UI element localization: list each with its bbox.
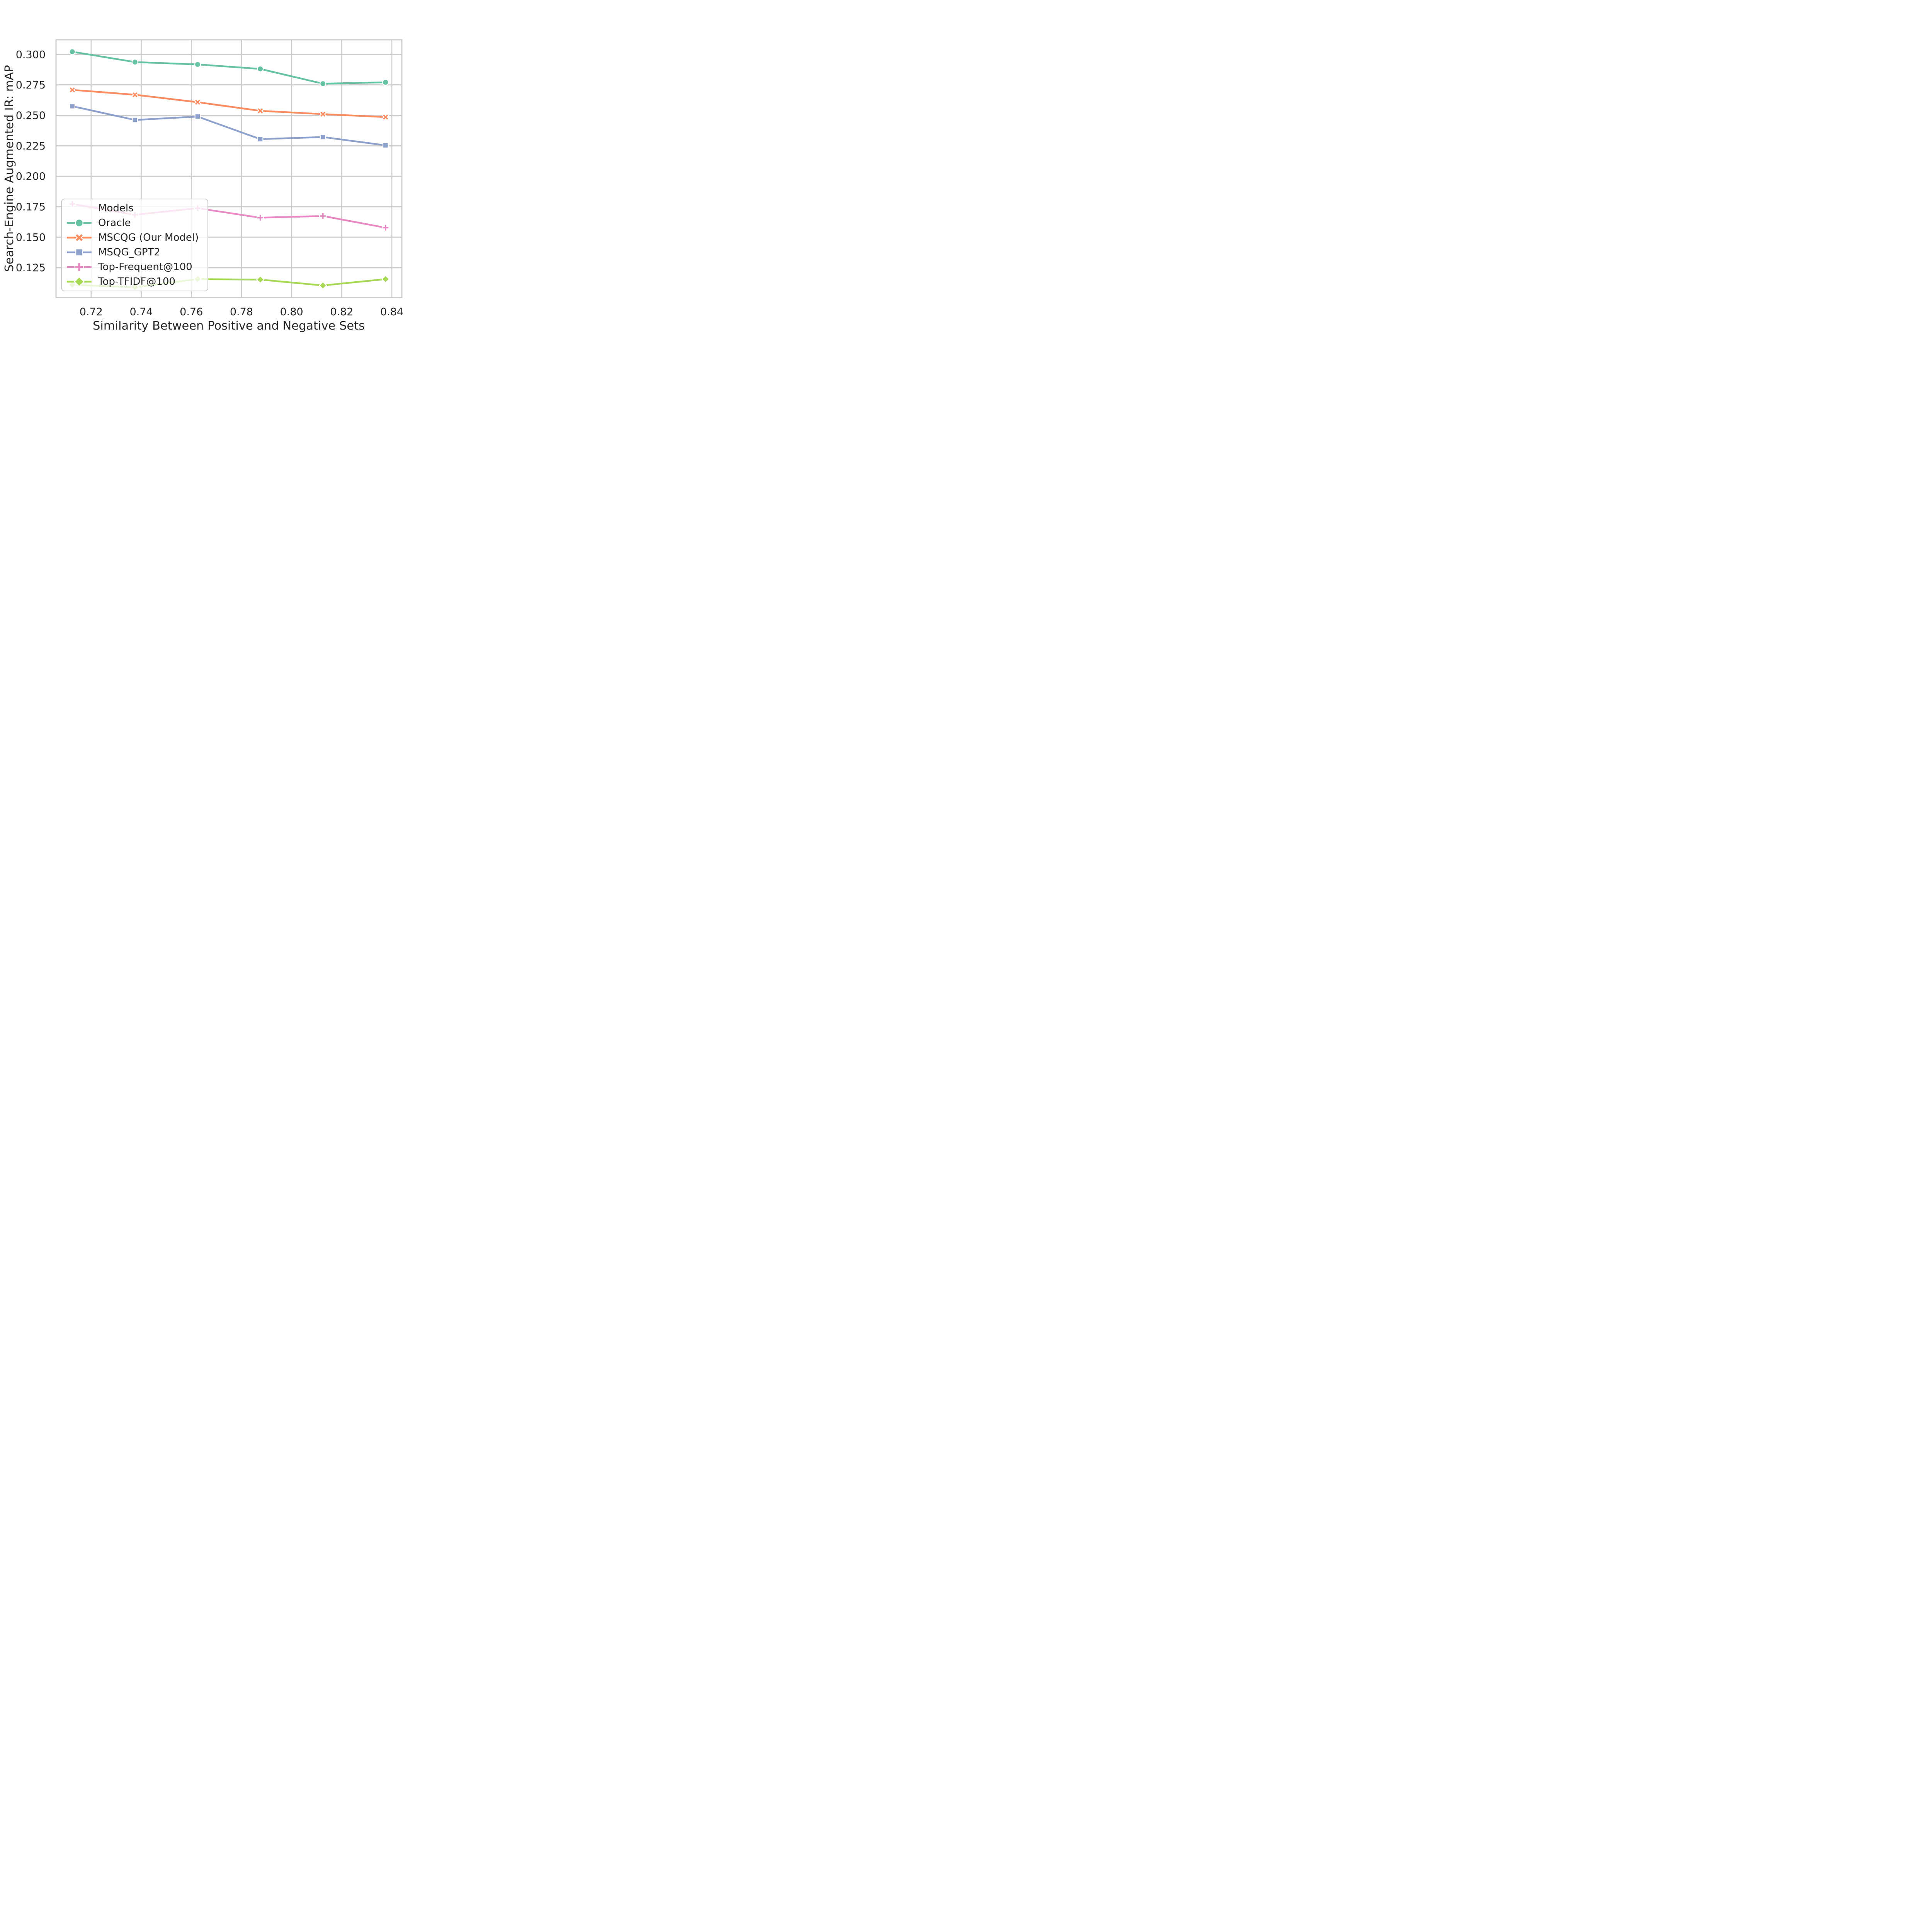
diamond-marker-icon bbox=[74, 276, 85, 287]
x-marker-icon bbox=[131, 91, 139, 99]
y-tick-label: 0.225 bbox=[16, 140, 46, 152]
x-tick-label: 0.72 bbox=[80, 306, 103, 318]
legend-item-label: Top-Frequent@100 bbox=[98, 261, 192, 273]
diamond-marker-icon bbox=[318, 281, 327, 290]
x-marker-icon bbox=[319, 110, 327, 118]
diamond-marker-icon bbox=[381, 275, 390, 284]
circle-marker-icon bbox=[131, 59, 138, 66]
y-axis-label: Search-Engine Augmented IR: mAP bbox=[3, 65, 16, 272]
plus-marker-icon bbox=[256, 214, 264, 222]
legend-sample bbox=[67, 233, 92, 243]
x-marker-icon bbox=[68, 86, 76, 94]
series-line bbox=[72, 89, 386, 118]
legend-item: Top-TFIDF@100 bbox=[66, 275, 204, 289]
legend-sample bbox=[67, 248, 92, 256]
circle-marker-icon bbox=[69, 48, 76, 55]
series bbox=[69, 103, 389, 149]
square-marker-icon bbox=[320, 134, 326, 140]
x-tick-label: 0.84 bbox=[380, 306, 403, 318]
figure: 0.72 0.74 0.76 0.78 0.80 0.82 0.84 0.125 0.150 0.… bbox=[0, 0, 445, 334]
plus-marker-icon bbox=[74, 262, 84, 272]
axis-layer: 0.72 0.74 0.76 0.78 0.80 0.82 0.84 0.125 0.150 0.… bbox=[16, 49, 403, 318]
legend-sample bbox=[67, 276, 92, 287]
legend-item-label: Oracle bbox=[98, 217, 131, 229]
legend-item-label: MSCQG (Our Model) bbox=[98, 232, 199, 243]
legend-item: MSCQG (Our Model) bbox=[66, 231, 204, 245]
y-tick-label: 0.250 bbox=[16, 110, 46, 122]
square-marker-icon bbox=[75, 248, 83, 256]
x-marker-icon bbox=[74, 233, 84, 243]
circle-marker-icon bbox=[194, 61, 201, 68]
square-marker-icon bbox=[132, 117, 138, 123]
legend-item-label: MSQG_GPT2 bbox=[98, 247, 160, 258]
x-marker-icon bbox=[382, 113, 389, 121]
square-marker-icon bbox=[382, 142, 389, 149]
square-marker-icon bbox=[194, 113, 201, 120]
series bbox=[69, 48, 389, 87]
series bbox=[68, 86, 389, 121]
legend-item: Oracle bbox=[66, 216, 204, 230]
legend-item-label: Top-TFIDF@100 bbox=[98, 276, 175, 287]
x-tick-label: 0.82 bbox=[330, 306, 353, 318]
x-tick-label: 0.80 bbox=[280, 306, 303, 318]
y-tick-label: 0.275 bbox=[16, 79, 46, 91]
y-tick-label: 0.300 bbox=[16, 49, 46, 61]
square-marker-icon bbox=[69, 103, 76, 109]
plot-border bbox=[55, 39, 403, 298]
legend-title: Models bbox=[98, 202, 134, 214]
series-line bbox=[72, 105, 386, 146]
x-tick-label: 0.74 bbox=[129, 306, 153, 318]
legend-sample bbox=[67, 262, 92, 272]
x-marker-icon bbox=[194, 98, 202, 106]
x-marker-icon bbox=[256, 107, 264, 115]
plus-marker-icon bbox=[319, 212, 327, 220]
diamond-marker-icon bbox=[256, 275, 265, 284]
y-tick-label: 0.150 bbox=[16, 231, 46, 243]
legend-item: Top-Frequent@100 bbox=[66, 260, 204, 274]
legend: Models Oracle MSCQG (Our Model) MSQG_GPT2 T… bbox=[61, 199, 208, 291]
legend-title-row: Models bbox=[66, 201, 204, 216]
circle-marker-icon bbox=[320, 80, 327, 87]
line-chart-canvas: 0.72 0.74 0.76 0.78 0.80 0.82 0.84 0.125 0.150 0.… bbox=[3, 39, 403, 333]
y-tick-label: 0.175 bbox=[16, 201, 46, 213]
y-tick-label: 0.200 bbox=[16, 171, 46, 183]
legend-sample bbox=[67, 219, 92, 227]
circle-marker-icon bbox=[382, 79, 389, 86]
circle-marker-icon bbox=[257, 65, 264, 72]
series-line bbox=[72, 51, 386, 85]
legend-item: MSQG_GPT2 bbox=[66, 245, 204, 260]
x-axis-label: Similarity Between Positive and Negative… bbox=[93, 319, 365, 333]
square-marker-icon bbox=[257, 136, 264, 142]
circle-marker-icon bbox=[75, 219, 83, 227]
x-tick-label: 0.76 bbox=[180, 306, 203, 318]
x-tick-label: 0.78 bbox=[230, 306, 253, 318]
y-tick-label: 0.125 bbox=[16, 262, 46, 274]
plus-marker-icon bbox=[382, 224, 389, 231]
